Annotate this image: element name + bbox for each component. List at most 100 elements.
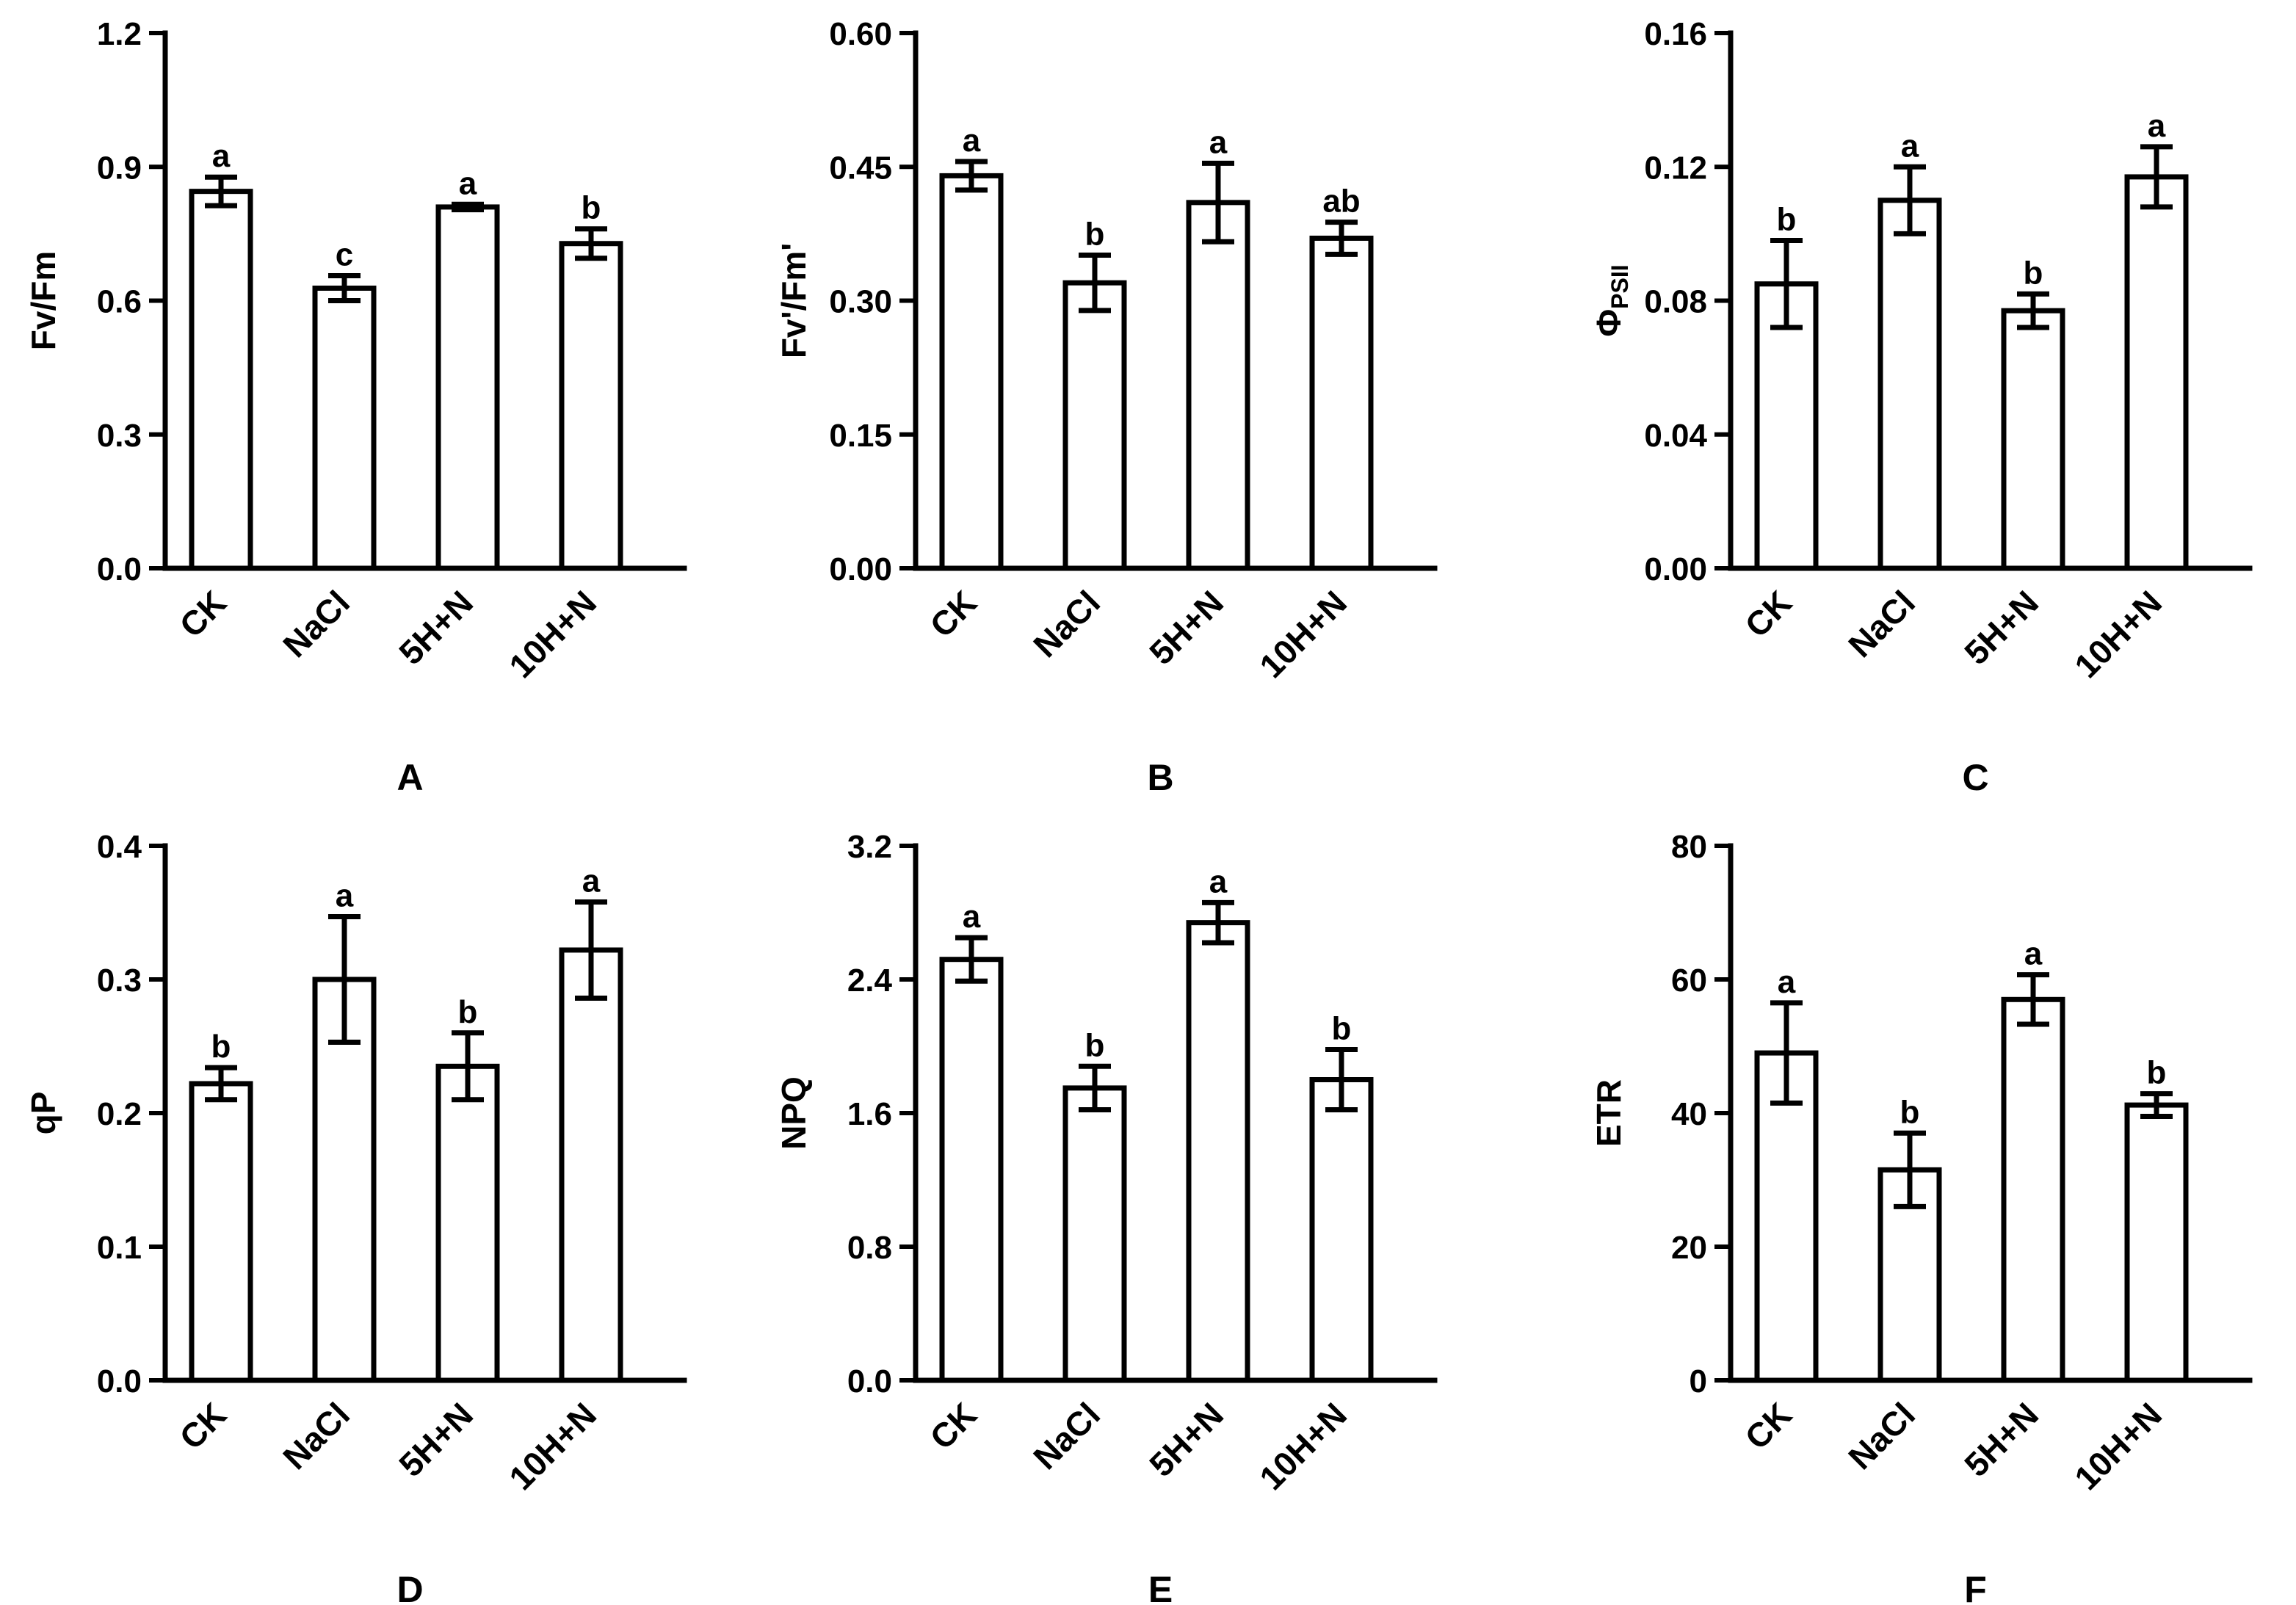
significance-label: ab <box>1322 184 1360 220</box>
y-tick-label: 0.3 <box>97 963 142 999</box>
y-tick-label: 0.8 <box>847 1230 892 1266</box>
bar <box>189 1081 253 1383</box>
x-category-label: 10H+N <box>1252 1395 1354 1497</box>
panel-b: 0.00 0.15 0.30 0.45 0.60 Fv'/Fm' a CK b NaCl a 5H+N… <box>775 16 1438 798</box>
bar <box>435 1063 500 1383</box>
x-category-label: 10H+N <box>501 583 604 685</box>
significance-label: a <box>963 123 981 159</box>
y-axis-title: ΦPSII <box>1590 264 1633 336</box>
x-category-label: 5H+N <box>1957 1395 2046 1484</box>
x-category-label: 5H+N <box>1957 583 2046 672</box>
x-category-label: NaCl <box>1026 1395 1107 1477</box>
x-category-label: NaCl <box>1841 1395 1922 1477</box>
bar <box>559 947 623 1383</box>
y-tick-label: 60 <box>1671 963 1707 999</box>
bar <box>1186 200 1250 571</box>
bar <box>1309 1077 1374 1383</box>
y-tick-label: 0.00 <box>1644 551 1707 587</box>
y-tick-label: 0.04 <box>1644 418 1707 454</box>
bar <box>1062 280 1127 571</box>
x-category-label: 5H+N <box>1142 583 1231 672</box>
x-category-label: NaCl <box>1841 583 1922 664</box>
bar <box>312 285 377 571</box>
panel-letter: E <box>1148 1569 1173 1605</box>
y-tick-label: 1.2 <box>97 16 142 52</box>
significance-label: a <box>212 138 231 174</box>
significance-label: a <box>336 877 354 913</box>
significance-label: a <box>1778 964 1796 1000</box>
panel-c: 0.00 0.04 0.08 0.12 0.16 ΦPSII b CK a NaCl b 5H+N a 1… <box>1590 16 2253 798</box>
y-tick-label: 0.08 <box>1644 284 1707 320</box>
y-axis-title-main: Φ <box>1590 309 1628 337</box>
x-category-label: NaCl <box>1026 583 1107 664</box>
bar <box>435 204 500 571</box>
x-category-label: CK <box>922 1395 984 1457</box>
y-tick-label: 0.00 <box>829 551 892 587</box>
bar <box>2001 996 2065 1383</box>
y-tick-label: 0.30 <box>829 284 892 320</box>
y-tick-label: 0.0 <box>97 1363 142 1399</box>
bar <box>559 241 623 571</box>
y-tick-label: 0.1 <box>97 1230 142 1266</box>
y-tick-label: 0.6 <box>97 284 142 320</box>
significance-label: b <box>1777 201 1797 237</box>
significance-label: a <box>1901 128 1919 164</box>
y-tick-label: 20 <box>1671 1230 1707 1266</box>
x-category-label: 5H+N <box>1142 1395 1231 1484</box>
panel-e: 0.0 0.8 1.6 2.4 3.2 NPQ a CK b NaCl a 5H+N b 10H+N E <box>775 829 1438 1605</box>
y-tick-label: 0.0 <box>97 551 142 587</box>
panel-letter: B <box>1147 757 1173 798</box>
significance-label: a <box>582 863 601 899</box>
x-category-label: CK <box>922 583 984 645</box>
x-category-label: NaCl <box>275 1395 357 1477</box>
y-axis-title: qP <box>24 1092 62 1135</box>
bar <box>1062 1085 1127 1383</box>
y-tick-label: 3.2 <box>847 829 892 865</box>
x-category-label: 10H+N <box>2067 583 2169 685</box>
y-tick-label: 0.60 <box>829 16 892 52</box>
x-category-label: 10H+N <box>2067 1395 2169 1497</box>
y-tick-label: 0 <box>1690 1363 1707 1399</box>
significance-label: a <box>1209 124 1228 160</box>
panel-f: 0 20 40 60 80 ETR a CK b NaCl a 5H+N b 10H+N F <box>1590 829 2253 1605</box>
y-axis-title-sub: PSII <box>1607 264 1633 308</box>
significance-label: a <box>2148 108 2166 144</box>
significance-label: b <box>1085 217 1105 253</box>
x-category-label: CK <box>1737 583 1799 645</box>
significance-label: b <box>582 190 601 226</box>
y-axis-title: ETR <box>1590 1079 1628 1147</box>
y-tick-label: 0.45 <box>829 150 892 186</box>
x-category-label: CK <box>172 583 233 645</box>
y-tick-label: 0.4 <box>97 829 142 865</box>
bar <box>189 189 253 571</box>
bar <box>1877 198 1942 571</box>
panel-a: 0.0 0.3 0.6 0.9 1.2 Fv/Fm a CK c NaCl a 5H+N b 10H+N A <box>24 16 687 798</box>
y-tick-label: 80 <box>1671 829 1707 865</box>
significance-label: b <box>458 994 478 1030</box>
y-tick-label: 1.6 <box>847 1096 892 1132</box>
panel-d: 0.0 0.1 0.2 0.3 0.4 qP b CK a NaCl b 5H+N a 10H+N D <box>24 829 687 1605</box>
significance-label: a <box>459 165 477 201</box>
x-category-label: NaCl <box>275 583 357 664</box>
bar <box>1309 235 1374 571</box>
significance-label: a <box>963 899 981 935</box>
y-tick-label: 0.16 <box>1644 16 1707 52</box>
y-tick-label: 0.12 <box>1644 150 1707 186</box>
y-tick-label: 0.0 <box>847 1363 892 1399</box>
bar <box>2124 174 2189 571</box>
bar <box>939 173 1004 571</box>
panel-letter: A <box>396 757 423 798</box>
significance-label: b <box>1085 1027 1105 1063</box>
panel-letter: D <box>396 1569 423 1605</box>
y-axis-title: Fv/Fm <box>24 251 62 350</box>
bar <box>2001 308 2065 571</box>
y-tick-label: 40 <box>1671 1096 1707 1132</box>
y-tick-label: 0.2 <box>97 1096 142 1132</box>
x-category-label: 10H+N <box>1252 583 1354 685</box>
bar <box>2124 1102 2189 1383</box>
x-category-label: CK <box>1737 1395 1799 1457</box>
significance-label: b <box>1900 1094 1920 1130</box>
y-tick-label: 0.15 <box>829 418 892 454</box>
y-tick-label: 0.9 <box>97 150 142 186</box>
